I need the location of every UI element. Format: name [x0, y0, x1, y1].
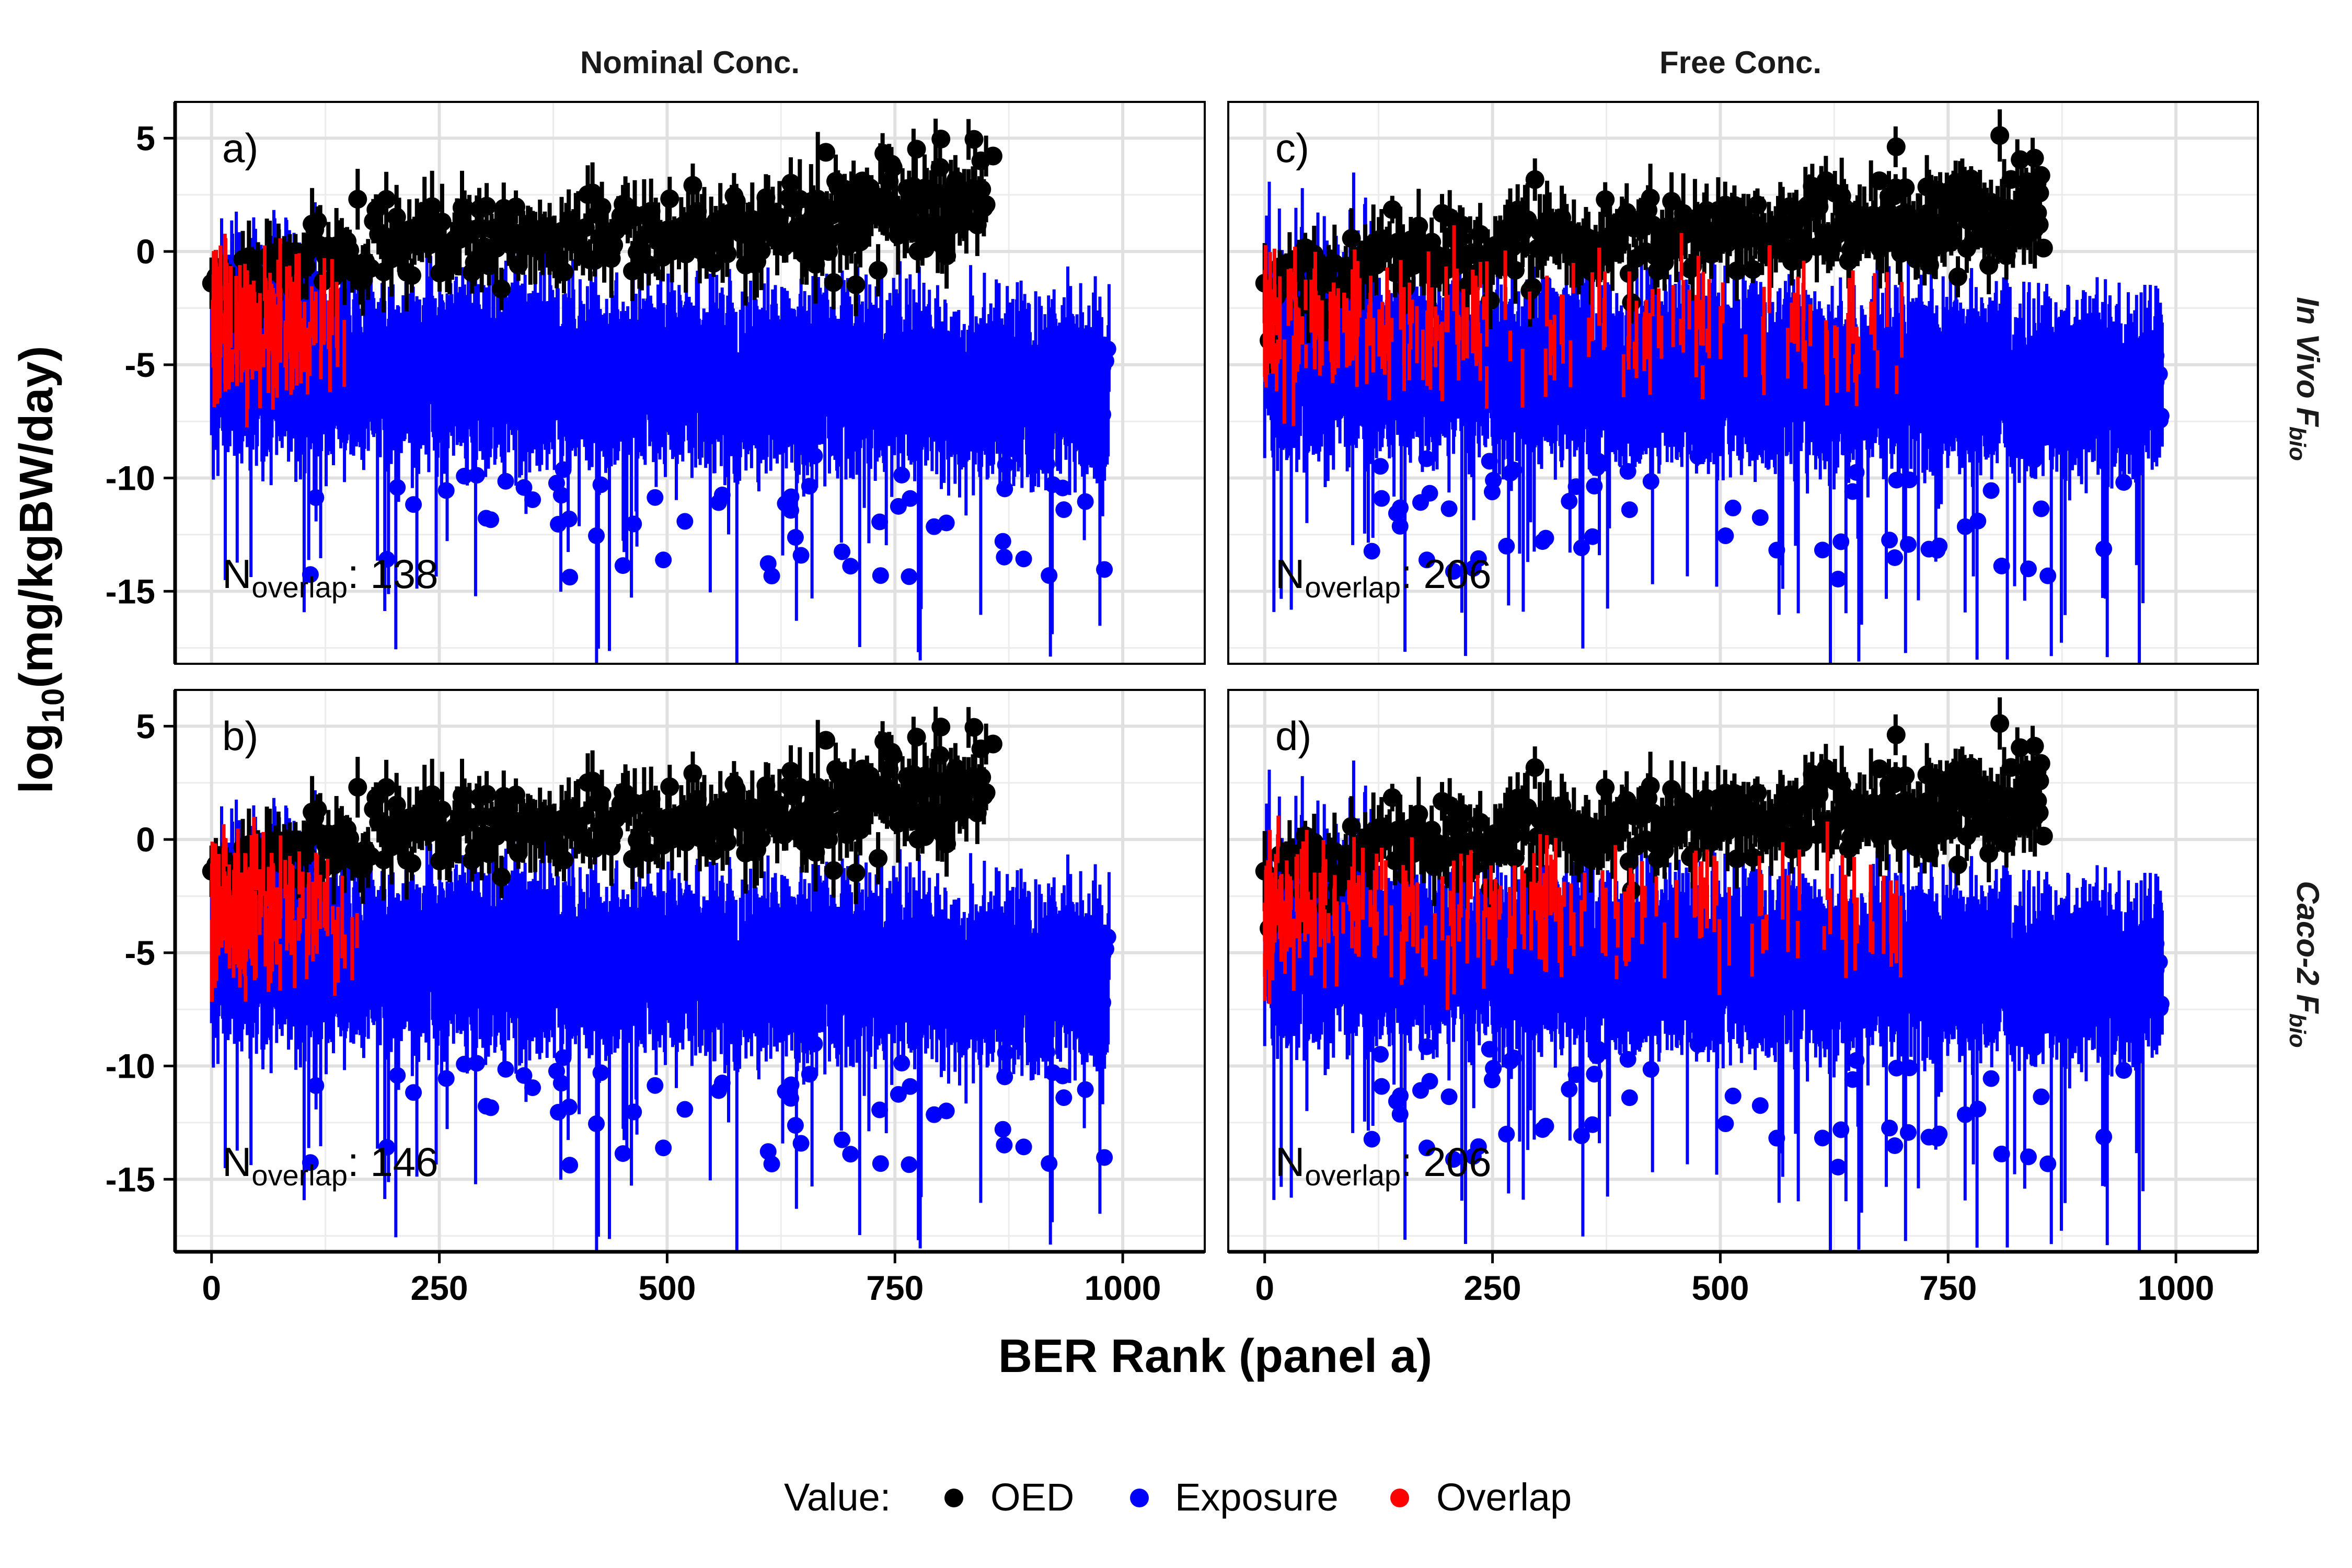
y-tick-label: -10: [106, 1047, 155, 1086]
oed-points: [202, 129, 1002, 315]
series-overlap: [1263, 225, 1904, 426]
panel-label-c: c): [1275, 125, 1309, 171]
legend-key-exposure: [1130, 1489, 1149, 1507]
series-exposure: [210, 202, 1116, 664]
column-strip-nominal: Nominal Conc.: [580, 45, 800, 80]
y-axis-bottom: 5 0 -5 -10 -15: [106, 690, 177, 1252]
y-tick-label: 5: [136, 119, 155, 157]
x-tick-label: 250: [1464, 1269, 1521, 1307]
oed-points: [1255, 714, 2053, 938]
panel-label-b: b): [222, 713, 258, 759]
series-overlap: [1263, 815, 1903, 1010]
row-strip-caco2: Caco-2 Fbio: [2285, 881, 2325, 1047]
panel-b: b) Noverlap: 146: [174, 689, 1206, 1253]
legend-key-oed: [944, 1489, 963, 1507]
x-tick-label: 750: [1919, 1269, 1977, 1307]
legend-label-overlap: Overlap: [1436, 1475, 1572, 1519]
x-axis-free: 0 250 500 750 1000: [1228, 1250, 2258, 1307]
y-axis-top: 5 0 -5 -10 -15: [106, 102, 177, 664]
panel-border: [1227, 101, 2259, 665]
column-strip-free: Free Conc.: [1659, 45, 1821, 80]
x-tick-label: 500: [638, 1269, 696, 1307]
y-tick-label: -15: [106, 572, 155, 610]
y-tick-label: -15: [106, 1160, 155, 1198]
y-tick-label: -5: [124, 345, 155, 384]
x-tick-label: 500: [1691, 1269, 1749, 1307]
n-overlap-label-c: Noverlap: 206: [1275, 551, 1492, 604]
series-overlap: [211, 234, 347, 428]
n-overlap-label-b: Noverlap: 146: [222, 1139, 439, 1192]
panel-c: c) Noverlap: 206: [1227, 101, 2259, 665]
series-oed: [1255, 697, 2053, 961]
x-tick-label: 1000: [2138, 1269, 2215, 1307]
y-tick-label: 0: [136, 232, 155, 271]
y-tick-label: -10: [106, 459, 155, 498]
y-tick-label: 0: [136, 820, 155, 859]
oed-points: [1255, 126, 2053, 350]
y-axis-title: log10(mg/kgBW/day): [10, 346, 71, 794]
series-oed: [202, 707, 1002, 933]
series-exposure: [1263, 760, 2170, 1252]
panel-d: d) Noverlap: 206: [1227, 689, 2259, 1253]
exposure-points: [1363, 925, 2170, 1176]
x-tick-label: 1000: [1085, 1269, 1161, 1307]
legend-title: Value:: [784, 1475, 891, 1519]
x-tick-label: 0: [202, 1269, 221, 1307]
series-exposure: [210, 790, 1116, 1252]
x-tick-label: 250: [411, 1269, 468, 1307]
panel-label-d: d): [1275, 713, 1311, 759]
row-strip-in-vivo: In Vivo Fbio: [2285, 297, 2325, 461]
exposure-points: [302, 336, 1116, 586]
x-axis-nominal: 0 250 500 750 1000: [175, 1250, 1205, 1307]
exposure-points: [302, 924, 1116, 1174]
panel-label-a: a): [222, 125, 258, 171]
legend: Value: OED Exposure Overlap: [784, 1475, 1572, 1519]
series-exposure: [1263, 172, 2170, 664]
n-overlap-label-d: Noverlap: 206: [1275, 1139, 1492, 1192]
legend-key-overlap: [1390, 1489, 1409, 1507]
y-tick-label: -5: [124, 933, 155, 972]
exposure-points: [1363, 337, 2170, 588]
legend-label-oed: OED: [990, 1475, 1074, 1519]
n-overlap-label-a: Noverlap: 138: [222, 551, 439, 604]
x-tick-label: 0: [1255, 1269, 1274, 1307]
series-overlap: [210, 816, 359, 1002]
oed-points: [202, 717, 1002, 903]
x-tick-label: 750: [866, 1269, 924, 1307]
legend-label-exposure: Exposure: [1175, 1475, 1339, 1519]
series-oed: [202, 119, 1002, 345]
x-axis-title: BER Rank (panel a): [998, 1330, 1432, 1382]
y-tick-label: 5: [136, 707, 155, 745]
panel-a: a) Noverlap: 138: [174, 101, 1206, 665]
series-oed: [1255, 109, 2053, 373]
